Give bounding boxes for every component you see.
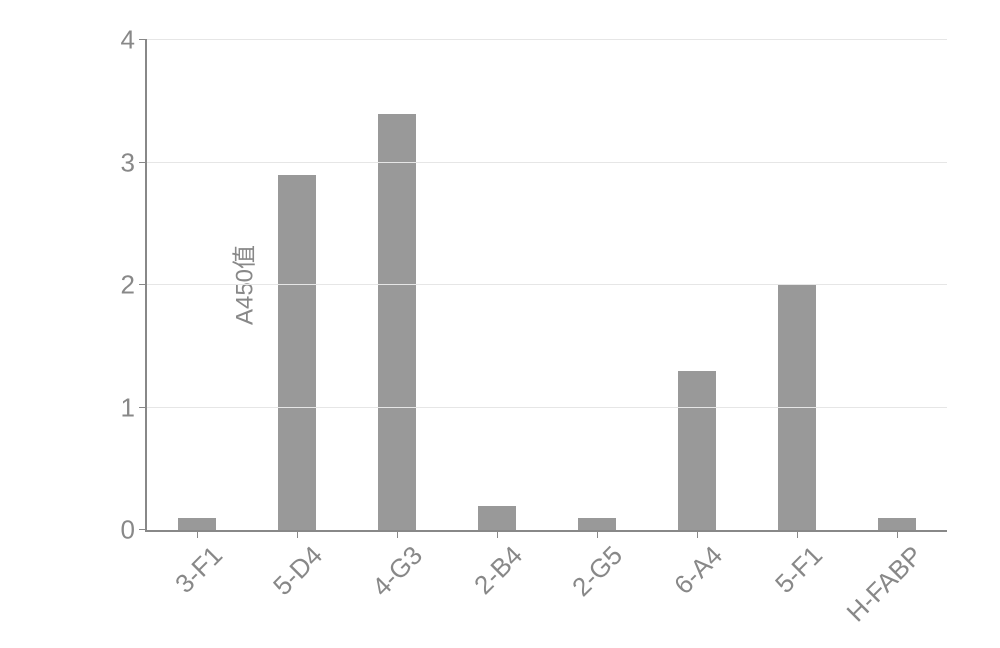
bar	[378, 114, 416, 531]
y-tick-label: 1	[121, 392, 147, 423]
x-tick-label: 2-B4	[458, 530, 529, 601]
plot-area: A450值 012343-F15-D44-G32-B42-G56-A45-F1H…	[145, 40, 947, 532]
x-tick-label: 2-G5	[556, 530, 629, 603]
bar	[578, 518, 616, 530]
bar	[878, 518, 916, 530]
x-tick-label: 4-G3	[356, 530, 429, 603]
y-tick-label: 0	[121, 515, 147, 546]
gridline	[147, 407, 947, 408]
chart-container: A450值 012343-F15-D44-G32-B42-G56-A45-F1H…	[0, 0, 1000, 648]
bar	[778, 285, 816, 530]
gridline	[147, 284, 947, 285]
x-tick-label: 6-A4	[658, 530, 729, 601]
x-tick-label: 3-F1	[159, 530, 229, 600]
bars-area	[147, 40, 947, 530]
x-tick-label: 5-D4	[257, 530, 329, 602]
bar	[178, 518, 216, 530]
bar	[678, 371, 716, 530]
x-tick-label: H-FABP	[831, 530, 929, 628]
gridline	[147, 162, 947, 163]
y-tick-label: 4	[121, 25, 147, 56]
y-tick-label: 2	[121, 270, 147, 301]
bar	[278, 175, 316, 530]
x-tick-label: 5-F1	[759, 530, 829, 600]
gridline	[147, 39, 947, 40]
y-tick-label: 3	[121, 147, 147, 178]
bar	[478, 506, 516, 531]
